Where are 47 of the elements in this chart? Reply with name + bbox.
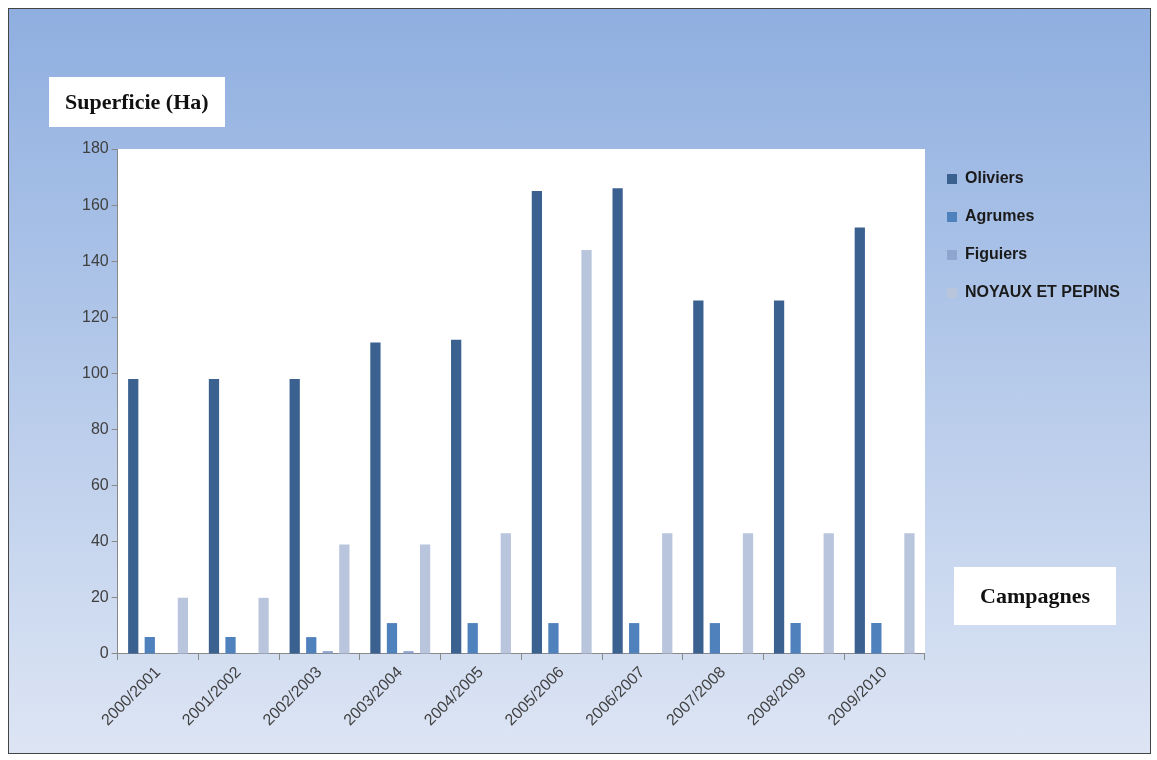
bar xyxy=(386,623,398,654)
bar xyxy=(258,597,269,654)
y-axis-title: Superficie (Ha) xyxy=(49,77,225,127)
bar xyxy=(339,544,350,654)
y-tick-label: 80 xyxy=(90,419,109,437)
bar xyxy=(144,637,155,654)
bar xyxy=(500,533,511,654)
bar xyxy=(871,623,882,654)
bar xyxy=(709,623,721,654)
bar xyxy=(629,623,640,654)
legend-label: Figuiers xyxy=(964,245,1028,263)
y-tick-label: 140 xyxy=(81,251,109,269)
x-axis-title: Campagnes xyxy=(954,567,1117,625)
bar xyxy=(612,188,623,654)
y-tick-label: 60 xyxy=(90,476,109,494)
bar xyxy=(419,544,431,654)
legend-label: Agrumes xyxy=(964,207,1035,225)
bar xyxy=(904,533,915,654)
bar xyxy=(467,623,478,654)
bar xyxy=(225,637,236,654)
bar xyxy=(742,533,754,654)
bar xyxy=(403,651,414,654)
bar xyxy=(823,533,834,654)
bar xyxy=(370,342,381,654)
bar xyxy=(451,339,462,654)
y-tick-label: 40 xyxy=(90,532,109,550)
y-tick-label: 20 xyxy=(90,588,109,606)
y-tick-label: 180 xyxy=(81,139,109,157)
bar xyxy=(177,597,189,654)
bar xyxy=(128,379,139,654)
bar xyxy=(548,623,559,654)
legend-label: NOYAUX ET PEPINS xyxy=(964,283,1121,301)
bar xyxy=(306,637,317,654)
bar xyxy=(662,533,673,654)
bar xyxy=(773,300,785,654)
y-tick-label: 120 xyxy=(81,307,109,325)
bar xyxy=(208,379,220,654)
bar xyxy=(531,191,543,654)
bar xyxy=(581,249,592,654)
bar xyxy=(854,227,865,654)
legend-label: Oliviers xyxy=(964,169,1024,187)
y-tick-label: 100 xyxy=(81,363,109,381)
bar xyxy=(289,379,300,654)
y-tick-label: 0 xyxy=(99,644,109,662)
bar xyxy=(693,300,704,654)
bar xyxy=(790,623,801,654)
y-tick-label: 160 xyxy=(81,195,109,213)
